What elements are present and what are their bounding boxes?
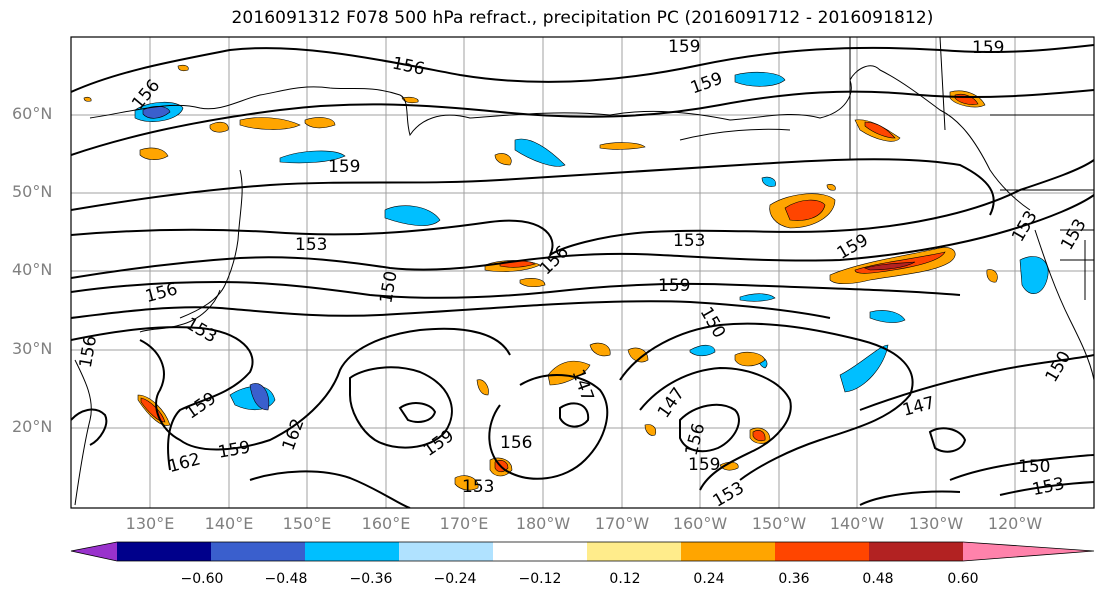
contour-label: 159 [688,455,720,475]
lon-label: 130°E [125,514,175,533]
plot-frame [70,36,1095,509]
plot-area [71,37,1094,508]
colorbar-segment [775,542,870,561]
lon-label: 140°E [204,514,254,533]
colorbar [70,541,1095,562]
contour-label: 159 [658,276,690,296]
colorbar-extend-low [71,542,117,561]
colorbar-tick-label: 0.36 [778,571,810,587]
colorbar-tick-label: −0.48 [264,571,308,587]
lat-label: 30°N [12,339,53,358]
lon-label: 170°E [439,514,489,533]
lon-label: 160°E [361,514,411,533]
lon-label: 130°W [908,514,964,533]
contour-label: 159 [328,157,360,177]
lat-label: 50°N [12,182,53,201]
contour-label: 150 [1018,457,1050,477]
lon-label: 170°W [594,514,650,533]
map-title: 2016091312 F078 500 hPa refract., precip… [231,8,934,28]
lon-label: 160°W [672,514,728,533]
contour-label: 153 [673,231,705,251]
lon-label: 180°W [515,514,571,533]
colorbar-extend-high [963,542,1094,561]
coastlines [74,37,1094,506]
colorbar-tick-label: −0.36 [349,571,393,587]
lon-label: 150°W [751,514,807,533]
colorbar-tick-label: 0.60 [947,571,979,587]
colorbar-segment [305,542,400,561]
lat-label: 60°N [12,104,53,123]
contour-label: 153 [462,477,494,497]
contour-label: 156 [500,433,532,453]
lon-label: 140°W [829,514,885,533]
colorbar-segment [587,542,682,561]
colorbar-segment [869,542,964,561]
contour-label: 153 [295,235,327,255]
colorbar-tick-label: 0.24 [693,571,725,587]
contour-label: 159 [668,37,700,57]
colorbar-segment [211,542,306,561]
colorbar-segment [681,542,776,561]
colorbar-tick-label: −0.60 [180,571,224,587]
lat-label: 40°N [12,260,53,279]
lon-label: 150°E [282,514,332,533]
contour-lines [71,44,1094,508]
colorbar-tick-label: −0.12 [518,571,562,587]
colorbar-segment [399,542,494,561]
colorbar-tick-label: 0.48 [862,571,894,587]
colorbar-tick-label: 0.12 [609,571,641,587]
colorbar-segment [493,542,588,561]
colorbar-segments [117,542,964,561]
colorbar-tick-label: −0.24 [433,571,477,587]
lat-label: 20°N [12,417,53,436]
lon-label: 120°W [987,514,1043,533]
colorbar-segment [117,542,212,561]
contour-label: 159 [972,38,1004,58]
